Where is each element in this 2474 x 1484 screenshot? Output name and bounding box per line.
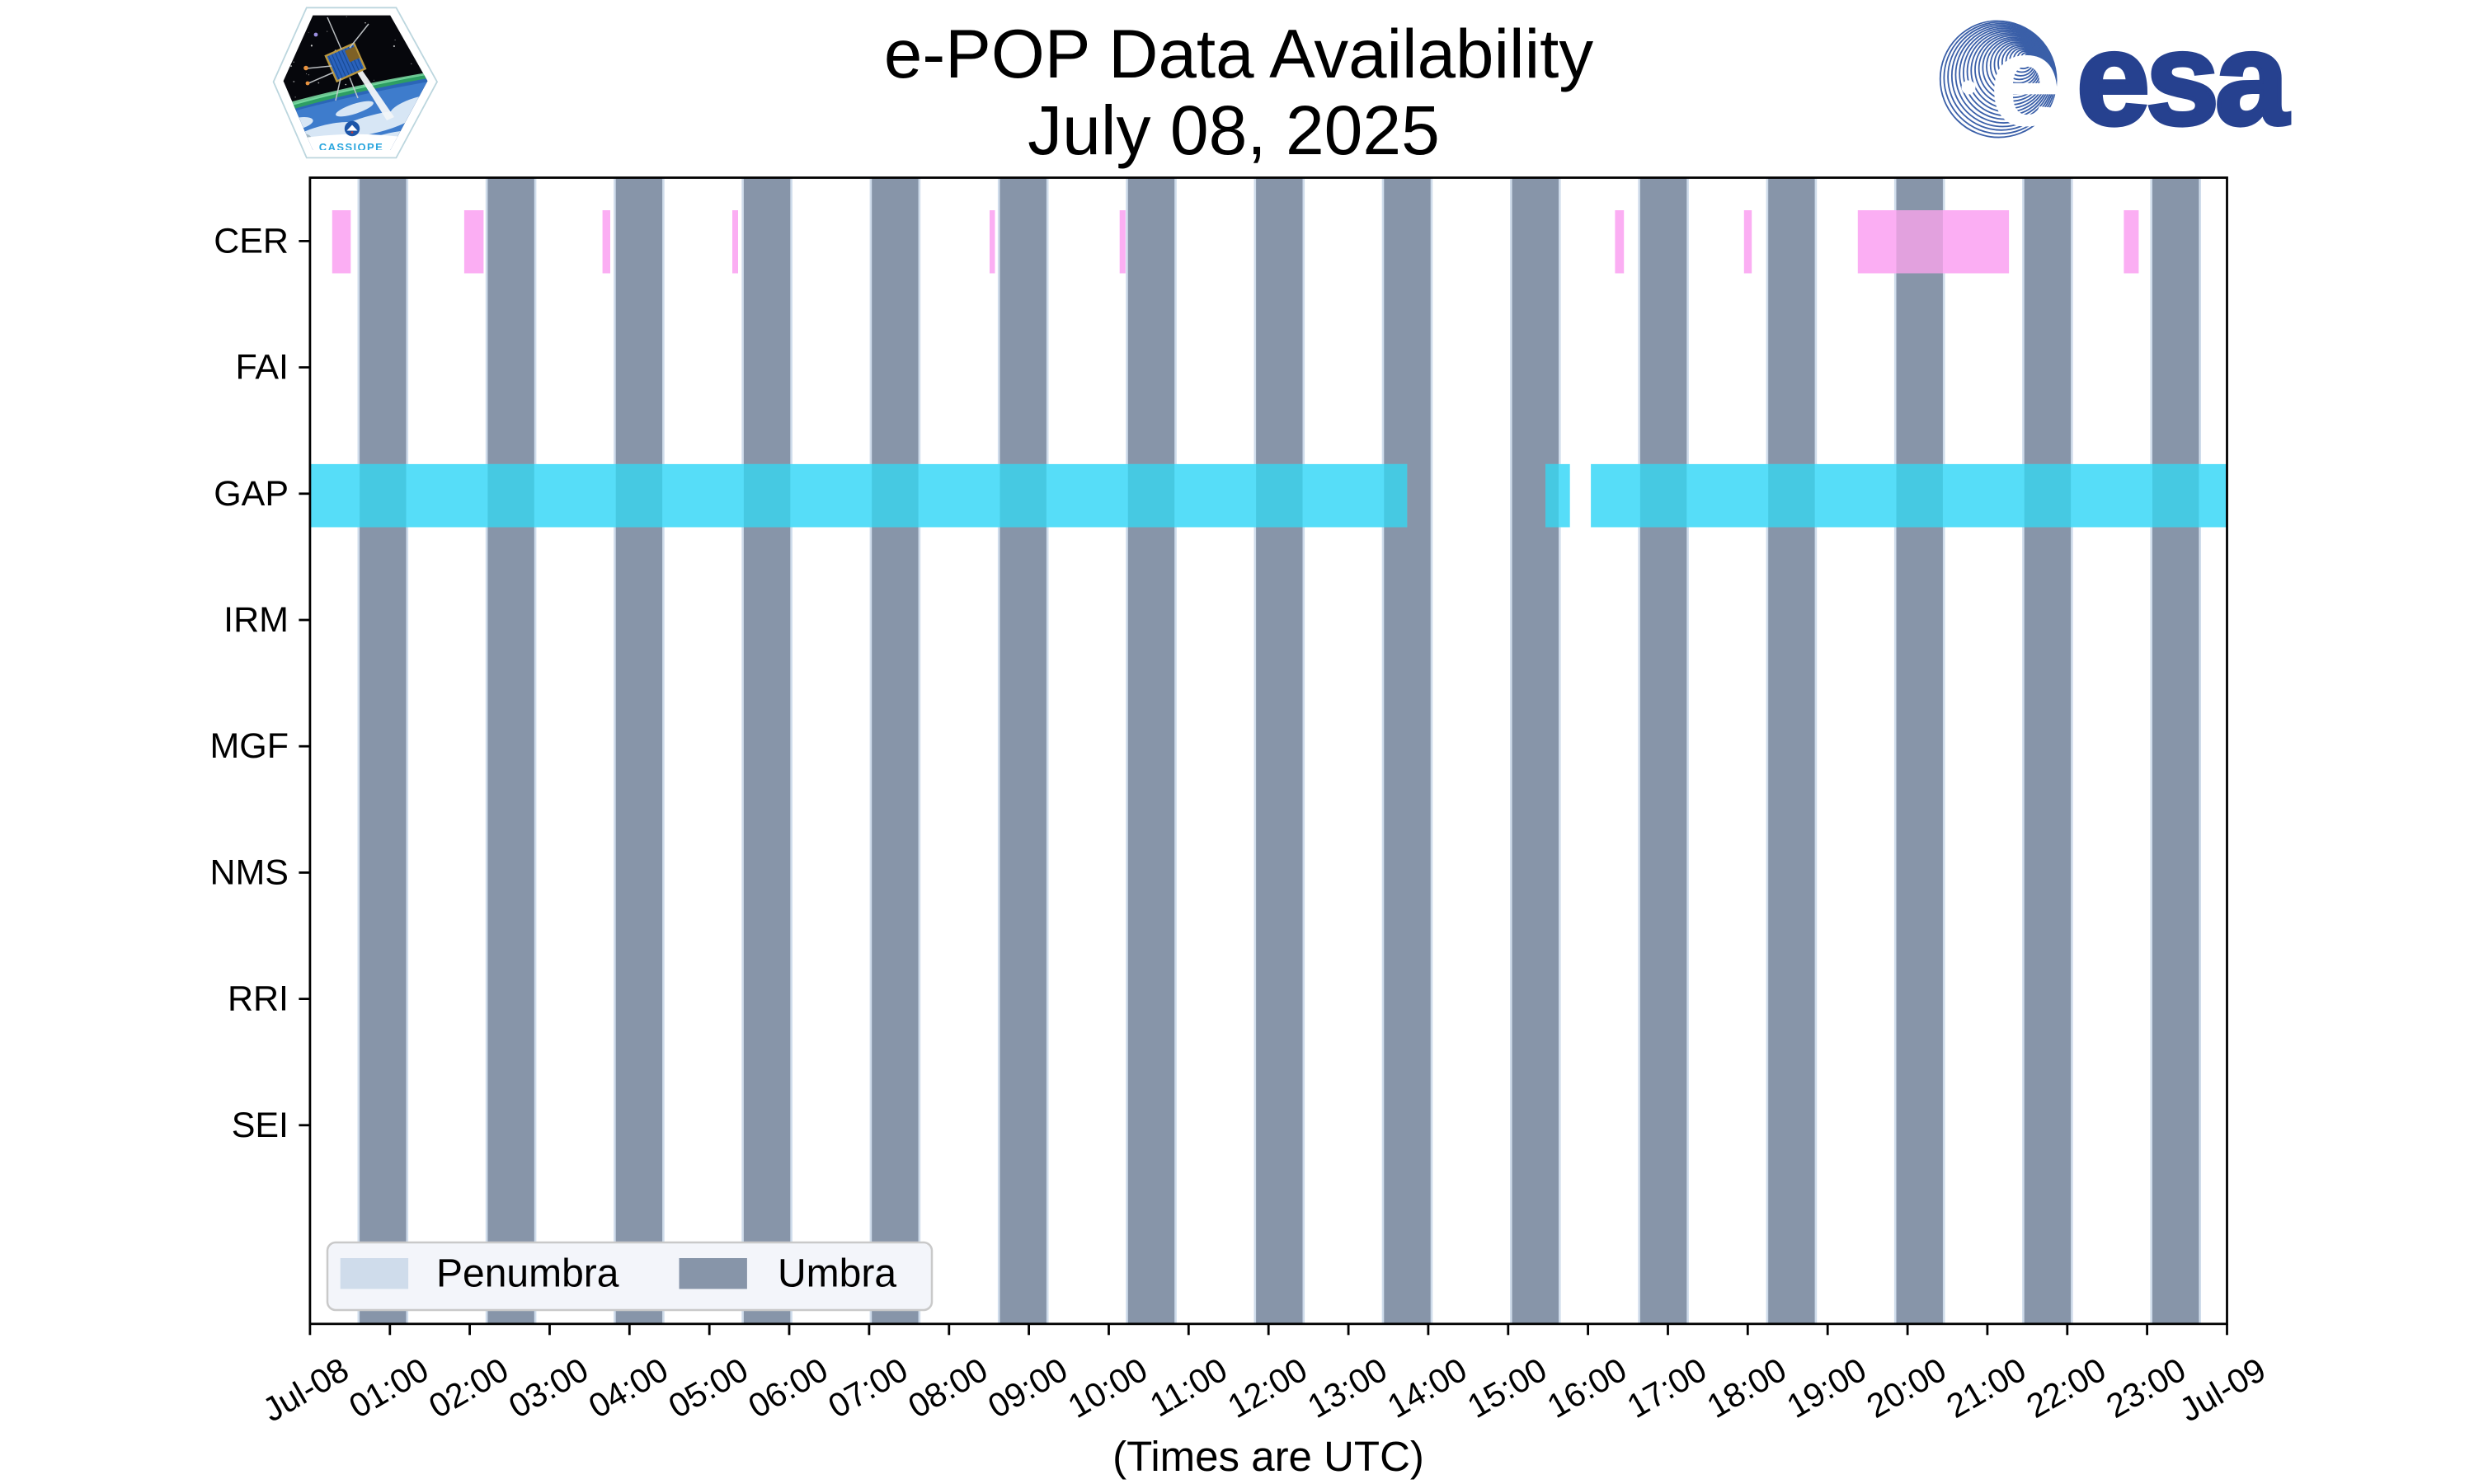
svg-text:(Times are UTC): (Times are UTC) bbox=[1112, 1433, 1424, 1480]
svg-text:RRI: RRI bbox=[228, 979, 289, 1019]
svg-text:NMS: NMS bbox=[209, 852, 289, 892]
svg-text:esa: esa bbox=[2077, 5, 2289, 153]
svg-text:FAI: FAI bbox=[235, 348, 289, 387]
svg-text:e: e bbox=[1989, 8, 2062, 153]
svg-text:MGF: MGF bbox=[209, 726, 289, 766]
svg-text:Umbra: Umbra bbox=[778, 1252, 896, 1296]
svg-text:IRM: IRM bbox=[223, 600, 289, 640]
svg-text:CASSIOPE: CASSIOPE bbox=[319, 141, 383, 153]
svg-text:July 08, 2025: July 08, 2025 bbox=[1028, 92, 1440, 169]
svg-text:CER: CER bbox=[214, 221, 289, 261]
svg-text:Penumbra: Penumbra bbox=[436, 1252, 619, 1296]
svg-text:SEI: SEI bbox=[232, 1106, 289, 1145]
svg-text:e-POP Data Availability: e-POP Data Availability bbox=[884, 15, 1593, 92]
svg-text:GAP: GAP bbox=[214, 474, 289, 514]
